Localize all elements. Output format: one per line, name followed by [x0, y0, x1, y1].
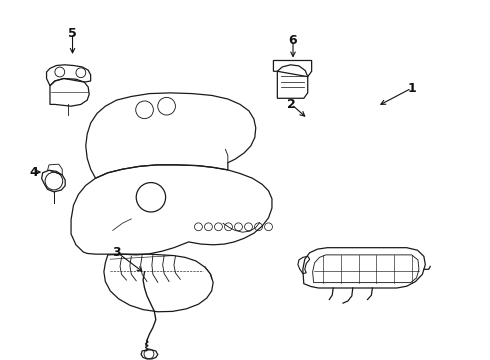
- Text: 1: 1: [407, 82, 416, 95]
- Text: 4: 4: [29, 166, 38, 179]
- Text: 2: 2: [287, 98, 296, 111]
- Text: 5: 5: [68, 27, 77, 40]
- Text: 3: 3: [112, 246, 121, 258]
- Text: 6: 6: [289, 34, 297, 47]
